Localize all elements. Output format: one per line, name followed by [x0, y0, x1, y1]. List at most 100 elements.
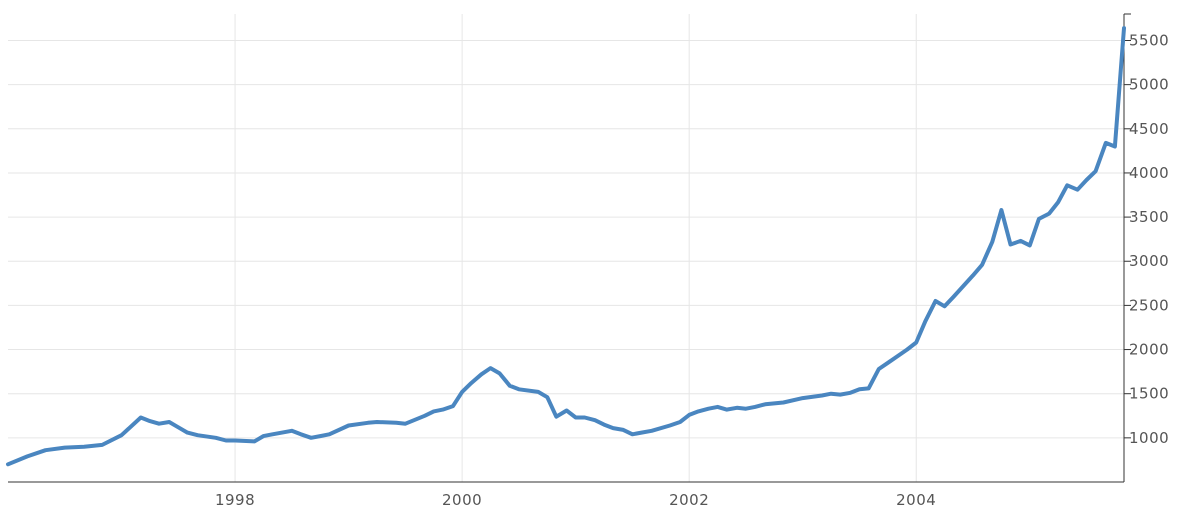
y-tick-label: 5500 [1129, 31, 1169, 49]
data-point [630, 432, 635, 436]
axes: 1000 1500 2000 2500 3000 3500 4000 4500 5000 5500… [8, 13, 1169, 507]
data-point [195, 433, 200, 437]
data-point [602, 423, 606, 427]
data-point [886, 361, 890, 365]
data-point [185, 430, 189, 435]
data-point [971, 273, 975, 277]
y-tick-label: 1500 [1129, 385, 1169, 403]
data-point [1122, 26, 1126, 30]
data-point [432, 409, 436, 413]
data-point [1037, 217, 1041, 221]
series-layer [6, 26, 1126, 467]
data-point [119, 433, 124, 437]
data-point [1028, 243, 1032, 247]
data-point [299, 432, 303, 436]
data-point [735, 406, 739, 410]
data-point [763, 402, 767, 406]
data-point [564, 408, 569, 413]
data-point [157, 422, 161, 426]
y-tick-label: 1000 [1129, 429, 1169, 447]
data-point [753, 405, 757, 409]
data-point [290, 429, 294, 433]
data-point [63, 445, 67, 450]
data-point [214, 436, 218, 440]
data-point [952, 294, 956, 299]
data-point [451, 404, 455, 408]
data-point [25, 454, 29, 458]
data-point [1056, 200, 1060, 204]
y-tick-label: 3000 [1129, 252, 1169, 270]
data-point [318, 434, 322, 438]
data-point [394, 421, 398, 425]
data-point [668, 423, 672, 428]
data-point [611, 426, 615, 430]
data-point [1084, 178, 1089, 182]
data-point [508, 384, 512, 388]
data-point [1104, 141, 1108, 145]
data-point [857, 387, 862, 391]
data-point [43, 448, 48, 452]
data-point [479, 372, 484, 376]
data-point [224, 438, 228, 443]
data-point [441, 407, 445, 412]
data-point [100, 443, 104, 447]
data-point [1047, 211, 1051, 216]
x-tick-label: 2002 [669, 491, 709, 507]
data-point [488, 366, 493, 370]
data-point [545, 395, 549, 399]
y-tick-label: 2500 [1129, 296, 1169, 314]
data-point [781, 400, 786, 405]
data-point [176, 425, 180, 429]
data-point [820, 393, 824, 398]
data-point [460, 390, 464, 394]
y-tick-label: 2000 [1129, 341, 1169, 359]
data-point [838, 392, 842, 397]
data-point [233, 438, 237, 443]
data-point [517, 387, 521, 391]
data-point [678, 420, 682, 424]
data-point [715, 405, 720, 409]
data-point [583, 415, 587, 420]
series-line [6, 26, 1126, 467]
data-point [346, 423, 351, 428]
data-point [6, 462, 10, 466]
data-point [1065, 183, 1069, 187]
data-point [990, 240, 994, 244]
data-point [1008, 242, 1013, 247]
data-point [1113, 144, 1117, 149]
data-point [403, 422, 407, 426]
data-point [497, 371, 502, 375]
data-point [744, 407, 748, 411]
data-point [999, 208, 1003, 212]
data-point [536, 390, 540, 394]
data-point [139, 415, 143, 420]
data-point [943, 304, 947, 308]
data-point [82, 445, 86, 449]
data-point [801, 396, 805, 400]
data-point [167, 420, 171, 424]
data-point [877, 367, 881, 371]
data-point [574, 415, 578, 420]
data-point [1019, 239, 1023, 243]
grid [8, 14, 1124, 482]
data-point [327, 432, 331, 436]
y-tick-label: 4500 [1129, 120, 1169, 138]
data-point [696, 409, 700, 413]
data-point [905, 347, 909, 352]
data-point [469, 381, 473, 385]
data-point [261, 434, 266, 438]
data-point [650, 429, 654, 433]
x-tick-label: 2000 [442, 491, 482, 507]
y-tick-label: 4000 [1129, 164, 1169, 182]
data-point [252, 439, 256, 443]
data-point [621, 428, 625, 432]
data-point [639, 430, 644, 435]
data-point [1094, 169, 1098, 173]
data-point [687, 413, 691, 417]
data-point [593, 418, 597, 422]
y-tick-label: 5000 [1129, 76, 1169, 94]
data-point [923, 319, 927, 323]
data-point [270, 432, 275, 436]
